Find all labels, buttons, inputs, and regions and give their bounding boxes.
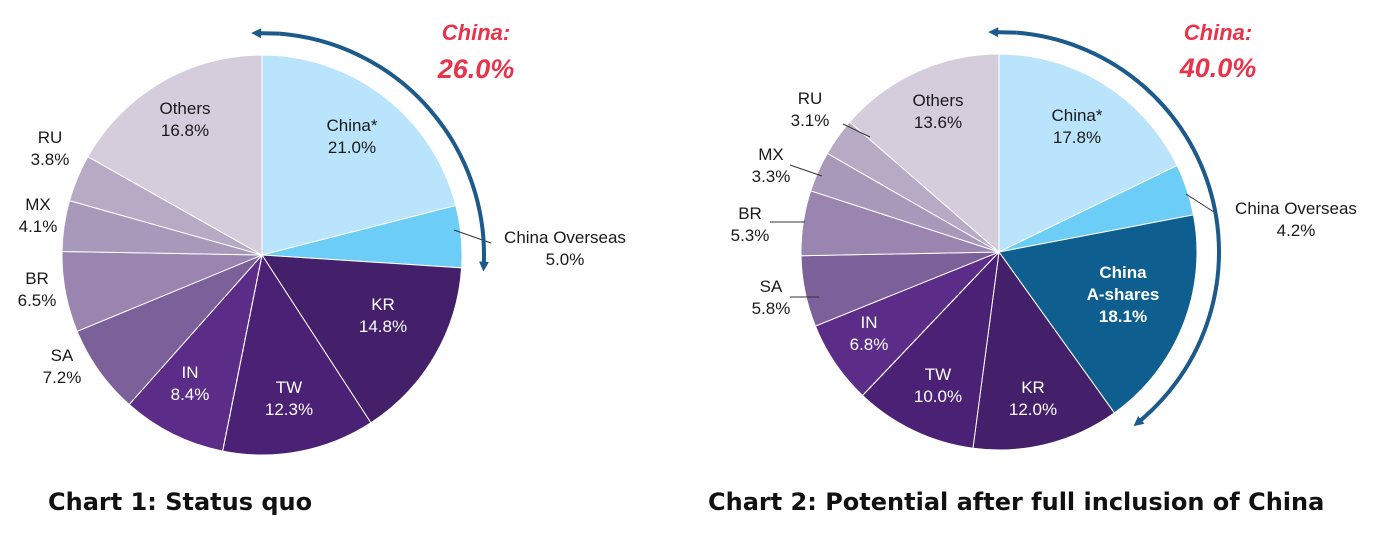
slice-label-china: China* 21.0% bbox=[326, 116, 377, 157]
slice-label-others: Others 13.6% bbox=[912, 91, 963, 132]
slice-label-china-overseas: China Overseas 5.0% bbox=[504, 228, 626, 269]
china-share-arrow-start bbox=[988, 27, 1017, 38]
slice-label-china: China* 17.8% bbox=[1051, 106, 1102, 147]
slice-label-ru: RU 3.8% bbox=[31, 128, 70, 169]
china-share-arrow-start bbox=[251, 28, 280, 39]
pie-slice-kr bbox=[261, 254, 463, 424]
pie-slice-china bbox=[261, 54, 457, 256]
leader-line-ru bbox=[842, 123, 871, 138]
pie-slice-china-a-shares bbox=[998, 214, 1198, 414]
slice-divider-dashed bbox=[862, 251, 1000, 396]
china-total-label: China: bbox=[1184, 20, 1252, 45]
pie-slice-others bbox=[87, 54, 263, 256]
slice-label-sa: SA 7.2% bbox=[43, 346, 82, 387]
slice-label-mx: MX 3.3% bbox=[752, 145, 791, 186]
pie-slice-kr bbox=[972, 250, 1116, 451]
china-share-arrow bbox=[1016, 30, 1221, 427]
leader-line-china-overseas bbox=[1185, 193, 1218, 215]
pie-slice-others bbox=[848, 53, 1000, 254]
slice-label-china-a-shares: China A-shares 18.1% bbox=[1087, 263, 1160, 326]
slice-label-br: BR 5.3% bbox=[731, 204, 770, 245]
pie-slice-china bbox=[998, 53, 1178, 253]
pie-chart-status-quo: China* 21.0% China Overseas 5.0% KR 14.8% TW 12… bbox=[18, 20, 626, 456]
china-total-value: 26.0% bbox=[437, 54, 515, 84]
slice-label-kr: KR 14.8% bbox=[359, 295, 407, 336]
slice-label-in: IN 8.4% bbox=[171, 363, 210, 404]
pie-slice-in bbox=[128, 253, 263, 452]
pie-chart-full-inclusion: China* 17.8% China Overseas 4.2% China A-shar… bbox=[731, 20, 1357, 451]
chart-caption-status-quo: Chart 1: Status quo bbox=[48, 488, 313, 516]
slice-label-kr: KR 12.0% bbox=[1009, 378, 1057, 419]
pie-slice-tw bbox=[861, 250, 1000, 449]
slice-label-china-overseas: China Overseas 4.2% bbox=[1235, 199, 1357, 240]
china-total-label: China: bbox=[442, 20, 510, 45]
slice-label-tw: TW 10.0% bbox=[914, 365, 962, 406]
slice-label-others: Others 16.8% bbox=[159, 99, 210, 140]
slice-label-tw: TW 12.3% bbox=[265, 378, 313, 419]
slice-label-ru: RU 3.1% bbox=[791, 89, 830, 130]
chart-caption-full-inclusion: Chart 2: Potential after full inclusion … bbox=[708, 488, 1325, 516]
slice-label-sa: SA 5.8% bbox=[752, 277, 791, 318]
leader-line-mx bbox=[789, 164, 823, 177]
china-share-arrow bbox=[279, 31, 489, 272]
china-total-value: 40.0% bbox=[1179, 53, 1257, 83]
slice-label-in: IN 6.8% bbox=[850, 313, 889, 354]
pie-slice-tw bbox=[222, 253, 372, 456]
slice-label-mx: MX 4.1% bbox=[19, 195, 58, 236]
slice-label-br: BR 6.5% bbox=[18, 269, 57, 310]
